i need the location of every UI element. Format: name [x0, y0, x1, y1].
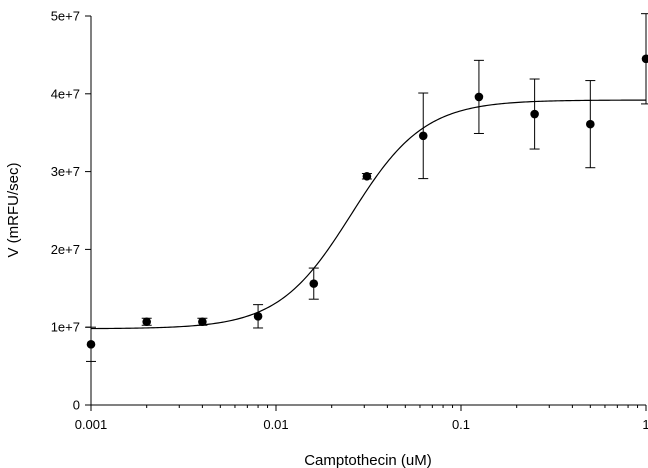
axes [85, 15, 647, 411]
fit-curve [90, 99, 646, 330]
data-point [198, 317, 207, 327]
data-point [362, 171, 372, 181]
data-points [86, 54, 648, 349]
y-tick-label: 5e+7 [51, 9, 80, 24]
x-tick-label: 0.01 [263, 417, 288, 432]
y-tick-label: 2e+7 [51, 242, 80, 257]
y-tick-label: 1e+7 [51, 320, 80, 335]
x-tick-label: 0.001 [75, 417, 108, 432]
tick-labels: 0 1e+7 2e+7 3e+7 4e+7 5e+7 0.001 0.01 0.1 1 [51, 9, 648, 433]
data-point [418, 131, 428, 141]
y-tick-label: 3e+7 [51, 164, 80, 179]
fit-curve-layer [90, 99, 646, 330]
data-point [142, 317, 151, 327]
data-point [86, 340, 96, 349]
y-axis-label: V (mRFU/sec) [5, 163, 22, 258]
x-tick-label: 0.1 [452, 417, 470, 432]
y-tick-label: 0 [73, 398, 80, 413]
y-tick-label: 4e+7 [51, 86, 80, 101]
x-axis-label: Camptothecin (uM) [304, 452, 432, 468]
data-point [586, 119, 595, 129]
data-point [253, 312, 263, 321]
data-point [641, 54, 648, 64]
data-point [309, 279, 319, 288]
data-point [474, 92, 484, 102]
x-tick-label: 1 [642, 417, 648, 432]
data-point [530, 109, 539, 119]
error-bars [86, 13, 648, 362]
